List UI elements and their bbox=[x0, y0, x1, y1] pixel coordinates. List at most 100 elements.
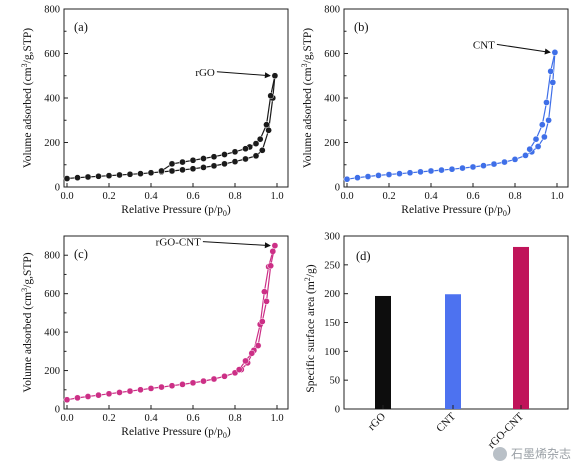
x-tick-label: 0.2 bbox=[102, 191, 115, 202]
data-point bbox=[95, 172, 102, 180]
data-point bbox=[396, 170, 403, 177]
y-tick-label: 0 bbox=[55, 183, 60, 194]
panel-label: (b) bbox=[354, 20, 369, 34]
panel-c: 0.0 0.2 0.4 0.6 0.8 1.0 0 200 400 600 800 (c) rGO-CN… bbox=[20, 235, 289, 440]
x-axis-label: Relative Pressure (p/p0) bbox=[121, 426, 231, 440]
annotation-label: rGO-CNT bbox=[156, 237, 201, 249]
data-point bbox=[364, 173, 372, 180]
data-point bbox=[84, 173, 92, 181]
data-point bbox=[126, 387, 134, 395]
data-point bbox=[235, 366, 243, 373]
data-point bbox=[200, 164, 207, 171]
data-point bbox=[417, 168, 424, 176]
data-point bbox=[258, 146, 266, 154]
data-point bbox=[551, 49, 559, 56]
data-point bbox=[522, 152, 529, 159]
annotation-arrow bbox=[496, 43, 550, 53]
data-point bbox=[137, 386, 144, 394]
data-point bbox=[63, 175, 71, 182]
data-point bbox=[189, 156, 197, 164]
x-tick-label: 0.6 bbox=[466, 191, 479, 202]
data-point bbox=[242, 155, 249, 163]
annotation-arrow bbox=[202, 241, 270, 247]
data-point bbox=[252, 140, 260, 147]
data-point bbox=[438, 166, 445, 174]
data-point bbox=[179, 381, 186, 388]
y-tick-label: 0 bbox=[335, 405, 340, 416]
data-point bbox=[179, 158, 186, 166]
data-point bbox=[385, 171, 393, 178]
data-point bbox=[189, 165, 197, 173]
data-point bbox=[263, 121, 270, 129]
data-point bbox=[448, 165, 456, 173]
data-point bbox=[179, 166, 186, 174]
bar bbox=[375, 295, 391, 409]
annotation-label: rGO bbox=[195, 67, 215, 79]
data-point bbox=[168, 382, 176, 390]
data-point bbox=[511, 156, 519, 163]
data-point bbox=[543, 99, 550, 106]
y-tick-label: 0 bbox=[55, 405, 60, 416]
y-axis-label: Specific surface area (m2/g) bbox=[303, 264, 317, 392]
x-tick-label: 0.4 bbox=[144, 191, 158, 202]
data-point bbox=[267, 262, 275, 270]
data-point bbox=[126, 170, 134, 178]
series-line bbox=[346, 52, 556, 180]
y-tick-label: 400 bbox=[324, 94, 340, 105]
y-tick-label: 400 bbox=[44, 94, 60, 105]
data-point bbox=[354, 174, 361, 182]
y-tick-label: 600 bbox=[44, 49, 60, 60]
y-tick-label: 600 bbox=[324, 49, 340, 60]
y-tick-label: 200 bbox=[324, 289, 340, 300]
x-tick-label: 0.6 bbox=[186, 413, 199, 424]
panel-b: 0.0 0.2 0.4 0.6 0.8 1.0 0 200 400 600 800 (b) CNT Rel… bbox=[300, 5, 569, 218]
x-axis-label: Relative Pressure (p/p0) bbox=[121, 204, 231, 218]
data-point bbox=[538, 121, 546, 129]
x-tick-label: 0.2 bbox=[102, 413, 115, 424]
data-point bbox=[158, 383, 165, 391]
data-point bbox=[210, 375, 218, 383]
data-point bbox=[242, 357, 249, 365]
data-point bbox=[375, 172, 382, 179]
data-point bbox=[221, 160, 228, 168]
data-point bbox=[116, 171, 123, 179]
data-point bbox=[427, 167, 435, 175]
y-tick-label: 0 bbox=[335, 183, 340, 194]
y-tick-label: 150 bbox=[324, 318, 340, 329]
watermark: 石墨烯杂志 bbox=[492, 445, 571, 462]
data-point bbox=[242, 145, 249, 153]
bar bbox=[445, 294, 461, 409]
x-tick-label: 0.8 bbox=[508, 191, 521, 202]
data-point bbox=[545, 116, 552, 124]
panel-label: (c) bbox=[74, 247, 88, 261]
arrow-head bbox=[264, 242, 271, 249]
data-point bbox=[406, 169, 414, 177]
annotation-arrow bbox=[216, 71, 270, 77]
data-point bbox=[254, 342, 262, 349]
data-point bbox=[532, 135, 540, 143]
x-axis-label: Relative Pressure (p/p0) bbox=[401, 204, 511, 218]
data-point bbox=[501, 158, 508, 166]
data-point bbox=[547, 67, 555, 75]
data-point bbox=[534, 143, 542, 150]
data-point bbox=[271, 72, 279, 80]
data-point bbox=[116, 389, 123, 396]
data-point bbox=[231, 158, 239, 165]
y-tick-label: 200 bbox=[44, 138, 60, 149]
y-tick-label: 100 bbox=[324, 347, 340, 358]
data-point bbox=[541, 133, 548, 141]
data-point bbox=[105, 172, 113, 180]
data-point bbox=[490, 160, 498, 168]
data-point bbox=[526, 145, 534, 153]
annotation-label: CNT bbox=[473, 39, 495, 51]
data-point bbox=[74, 174, 81, 182]
y-tick-label: 300 bbox=[324, 232, 340, 243]
data-point bbox=[261, 288, 268, 296]
y-tick-label: 200 bbox=[324, 138, 340, 149]
y-tick-label: 600 bbox=[44, 289, 60, 300]
data-point bbox=[221, 151, 228, 158]
x-tick-label: 0.2 bbox=[382, 191, 395, 202]
data-point bbox=[63, 396, 71, 404]
